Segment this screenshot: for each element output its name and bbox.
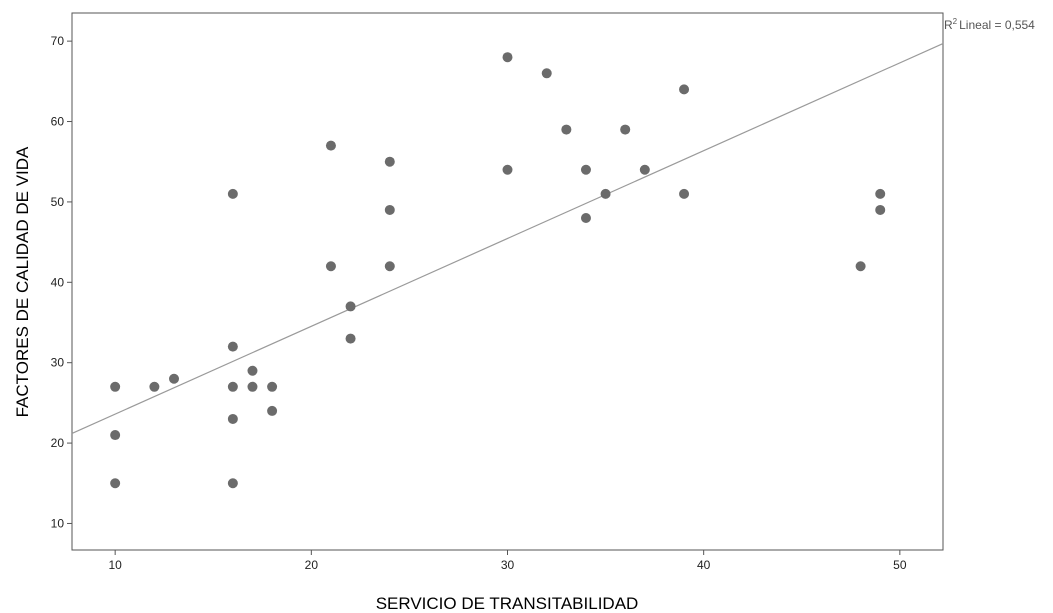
data-point [345,301,356,312]
data-point [110,381,121,392]
data-point [267,405,278,416]
data-point [639,164,650,175]
y-tick-label: 10 [51,516,65,530]
data-point [875,204,886,215]
data-point [580,164,591,175]
data-point [384,204,395,215]
y-axis-title: FACTORES DE CALIDAD DE VIDA [13,146,32,417]
x-tick-label: 20 [305,558,319,572]
data-point [227,381,238,392]
data-point [110,430,121,441]
data-point [345,333,356,344]
x-tick-label: 40 [697,558,711,572]
x-axis-title: SERVICIO DE TRANSITABILIDAD [376,594,639,613]
x-tick-label: 10 [108,558,122,572]
data-point [620,124,631,135]
data-point [561,124,572,135]
y-tick-label: 70 [51,34,65,48]
data-point [679,84,690,95]
data-point [541,68,552,79]
data-point [679,188,690,199]
data-point [384,261,395,272]
data-point [227,413,238,424]
x-axis-ticks: 10 20 30 40 50 [108,550,907,572]
data-point [580,212,591,223]
data-point [110,478,121,489]
y-tick-label: 20 [51,436,65,450]
y-tick-label: 40 [51,275,65,289]
data-point [247,381,258,392]
fit-line [71,43,944,434]
x-tick-label: 30 [501,558,515,572]
r2-label: R2 Lineal = 0,554 [944,17,1035,32]
data-point [267,381,278,392]
data-point [502,52,513,63]
data-point [149,381,160,392]
y-tick-label: 50 [51,195,65,209]
data-point [227,188,238,199]
data-point [325,261,336,272]
data-point [855,261,866,272]
y-tick-label: 60 [51,115,65,129]
data-point [227,478,238,489]
data-points [110,52,886,489]
y-tick-label: 30 [51,356,65,370]
data-point [875,188,886,199]
data-point [169,373,180,384]
plot-frame [71,12,944,551]
data-point [227,341,238,352]
x-tick-label: 50 [893,558,907,572]
data-point [600,188,611,199]
data-point [247,365,258,376]
data-point [502,164,513,175]
data-point [325,140,336,151]
y-axis-ticks: 10 20 30 40 50 60 70 [51,34,72,530]
data-point [384,156,395,167]
